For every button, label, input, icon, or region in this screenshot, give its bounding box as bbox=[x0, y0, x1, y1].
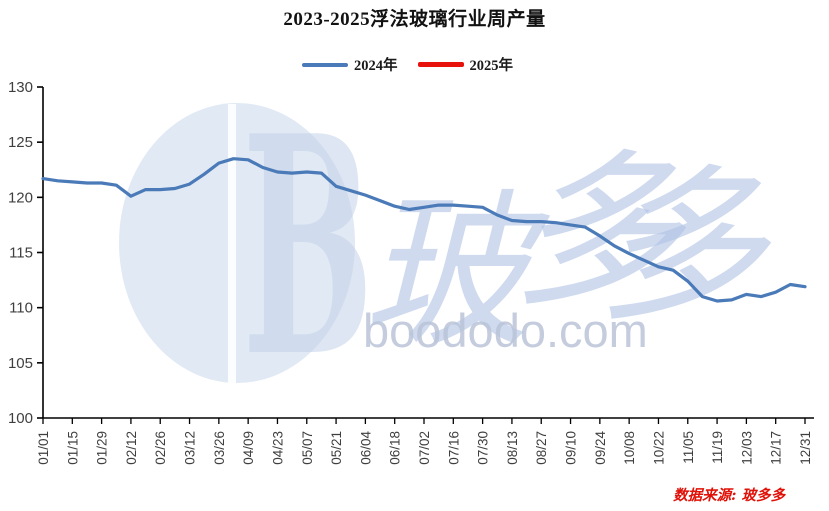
x-axis-tick-label: 07/02 bbox=[417, 431, 432, 465]
x-axis-tick-label: 01/29 bbox=[95, 431, 110, 465]
x-axis-tick-label: 08/13 bbox=[505, 431, 520, 465]
x-axis-tick-label: 08/27 bbox=[534, 431, 549, 465]
x-axis-tick-label: 06/18 bbox=[388, 431, 403, 465]
legend-swatch-2024 bbox=[302, 62, 348, 67]
x-axis-tick-label: 11/19 bbox=[710, 431, 725, 464]
x-axis-tick-label: 07/16 bbox=[446, 431, 461, 465]
x-axis-tick-label: 05/21 bbox=[329, 431, 344, 465]
x-axis-tick-label: 12/03 bbox=[739, 431, 754, 465]
watermark-logo-letter-b: B bbox=[242, 72, 374, 423]
watermark-brand-url: boododo.com bbox=[363, 304, 648, 357]
x-axis-tick-label: 02/26 bbox=[153, 431, 168, 465]
x-axis-tick-label: 05/07 bbox=[300, 431, 315, 465]
x-axis-tick-label: 01/15 bbox=[65, 431, 80, 465]
watermark-logo-stripe bbox=[228, 104, 236, 384]
x-axis-tick-label: 01/01 bbox=[36, 431, 51, 465]
y-axis-tick-label: 120 bbox=[8, 189, 33, 206]
x-axis-tick-label: 10/08 bbox=[622, 431, 637, 465]
legend-label-2025: 2025年 bbox=[469, 58, 514, 74]
x-axis-tick-label: 04/23 bbox=[270, 431, 285, 465]
watermark-brand-char: 多 bbox=[512, 134, 687, 330]
watermark-brand-char: 多 bbox=[597, 149, 772, 345]
y-axis-tick-label: 125 bbox=[8, 134, 33, 151]
x-axis-tick-label: 04/09 bbox=[241, 431, 256, 465]
y-axis-tick-label: 100 bbox=[8, 410, 33, 427]
data-source-note: 数据来源: 玻多多 bbox=[673, 487, 785, 504]
y-axis-tick-label: 110 bbox=[9, 300, 33, 317]
y-axis-tick-label: 115 bbox=[9, 245, 33, 262]
series-line-2024年 bbox=[41, 157, 807, 303]
y-axis-tick-label: 130 bbox=[8, 79, 33, 96]
x-axis-tick-label: 12/31 bbox=[798, 431, 813, 465]
chart-title: 2023-2025浮法玻璃行业周产量 bbox=[283, 9, 546, 30]
x-axis-tick-label: 03/12 bbox=[183, 431, 198, 465]
legend-swatch-2025 bbox=[417, 62, 464, 67]
y-axis-tick-label: 105 bbox=[8, 355, 33, 372]
x-axis-tick-label: 03/26 bbox=[212, 431, 227, 465]
x-axis-tick-label: 02/12 bbox=[124, 431, 139, 465]
x-axis-tick-label: 07/30 bbox=[476, 431, 491, 465]
x-axis-tick-label: 12/17 bbox=[769, 431, 784, 465]
x-axis-tick-label: 10/22 bbox=[651, 431, 666, 465]
legend-label-2024: 2024年 bbox=[354, 58, 398, 74]
x-axis-tick-label: 09/24 bbox=[593, 431, 608, 465]
x-axis-tick-label: 09/10 bbox=[564, 431, 579, 465]
legend: 2024年 2025年 bbox=[0, 54, 829, 75]
x-axis-tick-label: 06/04 bbox=[358, 431, 373, 465]
x-axis-tick-label: 11/05 bbox=[681, 431, 696, 464]
